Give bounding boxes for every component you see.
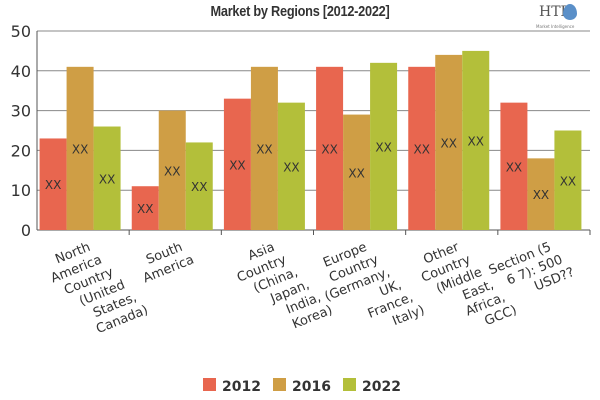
- bar-2016: [435, 54, 463, 230]
- x-tick-label: NorthAmericaCountry(UnitedStates,Canada): [43, 229, 151, 346]
- legend-swatch-2016: [273, 378, 286, 391]
- data-label: XX: [533, 188, 549, 202]
- bar-2012: [131, 186, 159, 230]
- legend-label: 2022: [362, 379, 401, 395]
- x-tick-label: AsiaCountry(China,Japan,India,Korea): [229, 229, 335, 345]
- bar-2012: [316, 66, 344, 230]
- legend-swatch-2012: [203, 378, 216, 391]
- bar-2016: [250, 66, 278, 230]
- logo-text: HTF: [539, 4, 571, 20]
- data-label: XX: [229, 158, 245, 172]
- data-label: XX: [137, 202, 153, 216]
- data-label: XX: [321, 142, 337, 156]
- logo-drop-icon: [563, 4, 577, 20]
- y-tick-label: 20: [11, 141, 31, 160]
- y-tick-label: 30: [11, 102, 31, 121]
- bar-2012: [500, 102, 528, 230]
- htf-logo: HTF Market Intelligence: [533, 2, 595, 32]
- x-tick-label: EuropeCountry(Germany,UK,France,Italy): [311, 229, 427, 350]
- bar-2016: [343, 114, 371, 230]
- bar-2022: [185, 142, 213, 230]
- data-label: XX: [45, 178, 61, 192]
- x-tick-label: OtherCountry(MiddleEast,Africa,GCC): [413, 229, 519, 345]
- bar-2012: [39, 138, 67, 230]
- chart-title: Market by Regions [2012-2022]: [210, 3, 390, 20]
- y-tick-label: 10: [11, 181, 31, 200]
- data-label: XX: [256, 142, 272, 156]
- bar-2012: [408, 66, 436, 230]
- legend-label: 2012: [222, 379, 261, 395]
- y-tick-label: 50: [11, 22, 31, 41]
- bar-2022: [277, 102, 305, 230]
- data-label: XX: [72, 142, 88, 156]
- bar-2022: [462, 50, 490, 231]
- x-tick-label: SouthAmerica: [135, 238, 196, 287]
- data-label: XX: [191, 180, 207, 194]
- data-label: XX: [468, 134, 484, 148]
- bar-2012: [223, 98, 251, 230]
- data-label: XX: [375, 140, 391, 154]
- data-label: XX: [99, 172, 115, 186]
- bar-2016: [66, 66, 94, 230]
- bar-2016: [527, 158, 555, 230]
- legend-label: 2016: [292, 379, 331, 395]
- legend-swatch-2022: [343, 378, 356, 391]
- data-label: XX: [560, 174, 576, 188]
- bar-2022: [554, 130, 582, 230]
- bar-2016: [158, 110, 186, 230]
- data-label: XX: [414, 142, 430, 156]
- bar-2022: [93, 126, 121, 230]
- data-label: XX: [441, 136, 457, 150]
- data-label: XX: [348, 166, 364, 180]
- bar-2022: [370, 62, 398, 231]
- data-label: XX: [283, 160, 299, 174]
- data-label: XX: [506, 160, 522, 174]
- y-tick-label: 40: [11, 62, 31, 81]
- y-tick-label: 0: [21, 221, 31, 240]
- logo-subtext: Market Intelligence: [536, 24, 575, 29]
- data-label: XX: [164, 164, 180, 178]
- x-tick-label: Section (56 7): 500USD??: [487, 235, 577, 308]
